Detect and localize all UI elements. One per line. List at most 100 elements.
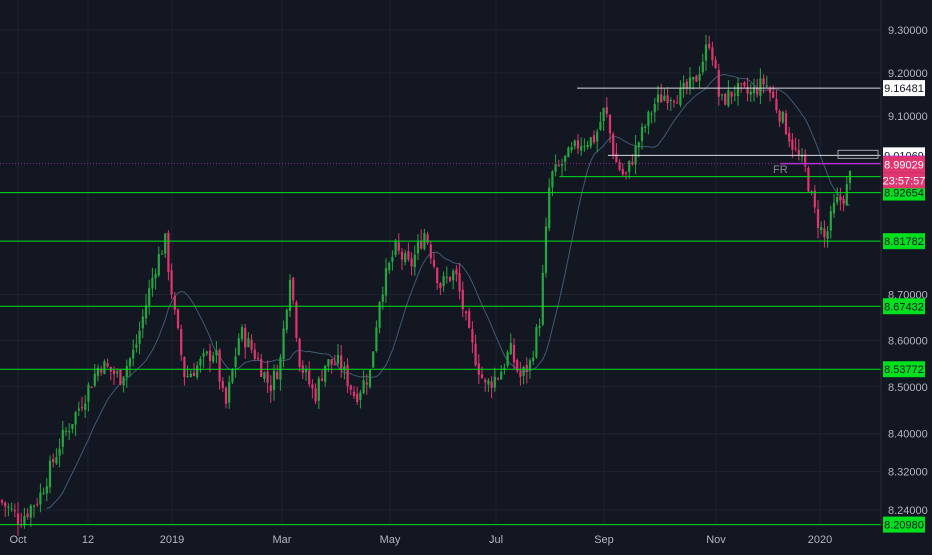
candle-body [846, 184, 848, 205]
candle-body [71, 424, 73, 429]
candle-body [452, 271, 454, 280]
candle-body [513, 345, 515, 362]
candle-body [292, 278, 294, 301]
candle-body [583, 146, 585, 147]
candle-body [263, 372, 265, 378]
candle-body [587, 145, 589, 147]
candle-body [363, 380, 365, 393]
candle-body [68, 431, 70, 432]
candle-body [651, 114, 653, 115]
candle-body [356, 394, 358, 402]
candle-body [411, 258, 413, 266]
candle-body [260, 359, 262, 377]
candle-body [23, 516, 25, 525]
candle-body [574, 141, 576, 146]
candle-body [446, 277, 448, 278]
candle-body [267, 372, 269, 383]
candle-body [564, 156, 566, 162]
candle-body [414, 255, 416, 268]
x-tick-label: Nov [706, 534, 726, 546]
candle-body [708, 44, 710, 48]
candle-body [689, 77, 691, 88]
candle-body [644, 127, 646, 128]
price-tag-label: 8.81782 [884, 236, 924, 248]
candle-body [699, 74, 701, 81]
y-tick-label: 9.30000 [888, 25, 928, 37]
candle-body [11, 509, 13, 510]
candle-body [606, 107, 608, 114]
candle-body [401, 252, 403, 260]
candle-body [782, 112, 784, 123]
candle-body [337, 355, 339, 364]
candle-body [654, 104, 656, 112]
candle-body [788, 133, 790, 142]
candle-body [743, 83, 745, 86]
candle-body [535, 327, 537, 357]
candle-body [596, 132, 598, 142]
candle-body [724, 94, 726, 105]
candle-body [375, 328, 377, 352]
candle-body [228, 382, 230, 403]
candle-body [87, 385, 89, 402]
candle-body [30, 506, 32, 518]
candle-body [417, 242, 419, 254]
candle-body [279, 357, 281, 379]
candle-body [807, 168, 809, 191]
candle-body [116, 371, 118, 373]
candle-body [817, 209, 819, 228]
candle-body [273, 371, 275, 390]
x-tick-label: Mar [273, 534, 292, 546]
candle-body [791, 140, 793, 150]
candle-body [177, 309, 179, 328]
price-tag-label: 8.20980 [884, 520, 924, 532]
candle-body [324, 365, 326, 381]
candle-body [638, 142, 640, 147]
candle-body [795, 148, 797, 149]
candle-body [17, 513, 19, 523]
candle-body [827, 231, 829, 239]
candle-body [206, 352, 208, 354]
y-tick-label: 9.10000 [888, 111, 928, 123]
candle-body [539, 326, 541, 328]
candle-body [212, 355, 214, 361]
candle-body [839, 196, 841, 200]
candle-body [151, 278, 153, 289]
candle-body [519, 371, 521, 376]
candle-body [62, 430, 64, 447]
candle-body [497, 378, 499, 379]
candle-body [702, 62, 704, 73]
candle-body [468, 311, 470, 328]
candle-body [382, 295, 384, 302]
candle-body [475, 344, 477, 365]
candle-body [55, 457, 57, 463]
candle-body [625, 172, 627, 173]
candle-body [4, 502, 6, 506]
candle-body [171, 270, 173, 294]
x-tick-label: Sep [594, 534, 614, 546]
candle-body [126, 366, 128, 377]
candle-body [385, 268, 387, 295]
candle-body [734, 94, 736, 95]
candle-body [548, 188, 550, 228]
candle-body [404, 253, 406, 262]
candle-body [241, 327, 243, 339]
candle-body [692, 77, 694, 79]
candle-body [164, 233, 166, 253]
candle-body [103, 361, 105, 374]
candle-body [660, 94, 662, 102]
candle-body [551, 171, 553, 187]
candle-body [705, 45, 707, 61]
candle-body [155, 274, 157, 279]
candle-body [772, 92, 774, 98]
candle-body [756, 88, 758, 95]
candle-body [679, 87, 681, 104]
candle-body [340, 355, 342, 369]
candle-body [711, 47, 713, 60]
candle-body [46, 486, 48, 493]
candle-body [315, 388, 317, 401]
candle-body [542, 273, 544, 325]
candle-body [231, 369, 233, 382]
